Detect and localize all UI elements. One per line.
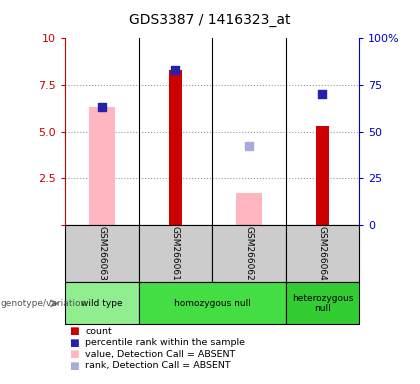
Text: heterozygous
null: heterozygous null: [291, 294, 353, 313]
Text: ■: ■: [69, 361, 79, 371]
Text: GSM266063: GSM266063: [97, 226, 106, 281]
Text: percentile rank within the sample: percentile rank within the sample: [85, 338, 245, 348]
Point: [245, 143, 252, 149]
Text: genotype/variation: genotype/variation: [1, 299, 87, 308]
Text: GSM266062: GSM266062: [244, 226, 253, 281]
Text: ■: ■: [69, 326, 79, 336]
Text: count: count: [85, 327, 112, 336]
Text: GDS3387 / 1416323_at: GDS3387 / 1416323_at: [129, 13, 291, 27]
Bar: [169, 70, 182, 225]
Text: wild type: wild type: [81, 299, 123, 308]
Point: [98, 104, 105, 110]
Text: GSM266064: GSM266064: [318, 226, 327, 281]
Text: ■: ■: [69, 349, 79, 359]
Point: [319, 91, 326, 98]
Text: ■: ■: [69, 338, 79, 348]
Text: rank, Detection Call = ABSENT: rank, Detection Call = ABSENT: [85, 361, 231, 371]
Text: value, Detection Call = ABSENT: value, Detection Call = ABSENT: [85, 350, 236, 359]
Text: GSM266061: GSM266061: [171, 226, 180, 281]
Point: [172, 67, 179, 73]
Bar: [316, 126, 329, 225]
Bar: [89, 107, 115, 225]
Text: homozygous null: homozygous null: [173, 299, 251, 308]
Bar: [236, 193, 262, 225]
